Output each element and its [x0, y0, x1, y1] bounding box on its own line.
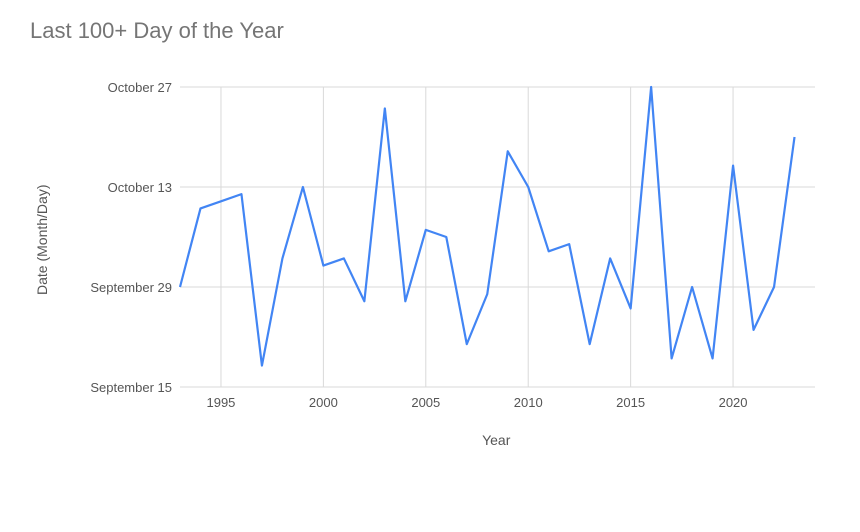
- y-tick-label: October 13: [108, 180, 172, 195]
- x-tick-label: 2015: [616, 395, 645, 410]
- x-tick-label: 1995: [206, 395, 235, 410]
- x-tick-label: 2005: [411, 395, 440, 410]
- x-tick-label: 2010: [514, 395, 543, 410]
- y-tick-label: September 15: [90, 380, 172, 395]
- x-tick-label: 2000: [309, 395, 338, 410]
- y-tick-label: September 29: [90, 280, 172, 295]
- y-tick-label: October 27: [108, 80, 172, 95]
- x-tick-label: 2020: [719, 395, 748, 410]
